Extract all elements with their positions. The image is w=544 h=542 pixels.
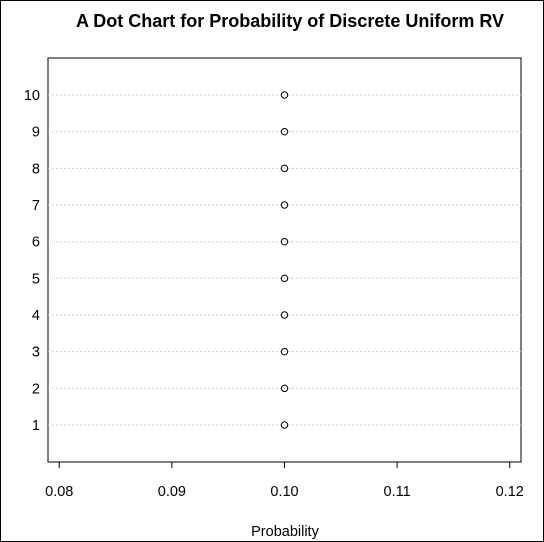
x-axis-label: Probability: [251, 524, 319, 540]
x-tick-label-0.12: 0.12: [496, 484, 524, 500]
y-tick-label-8: 8: [32, 161, 40, 177]
dot-point-7: [280, 201, 289, 209]
dot-point-6: [280, 237, 289, 246]
dot-point-8: [280, 164, 289, 173]
x-tick-label-0.11: 0.11: [384, 484, 411, 500]
y-tick-label-3: 3: [32, 345, 40, 361]
dot-point-10: [280, 91, 289, 99]
y-tick-label-1: 1: [32, 418, 40, 434]
x-tick-label-0.10: 0.10: [270, 484, 298, 500]
y-tick-label-10: 10: [24, 88, 40, 104]
dot-point-4: [280, 311, 289, 319]
plot-area-box: [47, 57, 522, 463]
dot-point-3: [280, 347, 289, 356]
y-tick-label-7: 7: [32, 198, 40, 214]
chart-title: A Dot Chart for Probability of Discrete …: [76, 11, 504, 31]
y-tick-label-5: 5: [32, 271, 40, 287]
x-tick-label-0.09: 0.09: [158, 484, 186, 500]
dot-point-1: [280, 421, 289, 429]
y-tick-label-6: 6: [32, 235, 40, 251]
dot-point-5: [280, 274, 289, 283]
y-tick-label-2: 2: [32, 381, 40, 397]
dot-point-9: [280, 127, 289, 136]
dot-point-2: [280, 384, 289, 393]
grid-lines: [48, 94, 521, 426]
x-axis: 0.08 0.09 0.10 0.11 0.12: [45, 462, 524, 500]
data-points: [280, 91, 289, 429]
y-tick-label-9: 9: [32, 125, 40, 141]
y-tick-label-4: 4: [32, 308, 40, 324]
x-tick-label-0.08: 0.08: [45, 484, 73, 500]
y-tick-labels: 1 2 3 4 5 6 7 8 9 10: [24, 88, 40, 434]
